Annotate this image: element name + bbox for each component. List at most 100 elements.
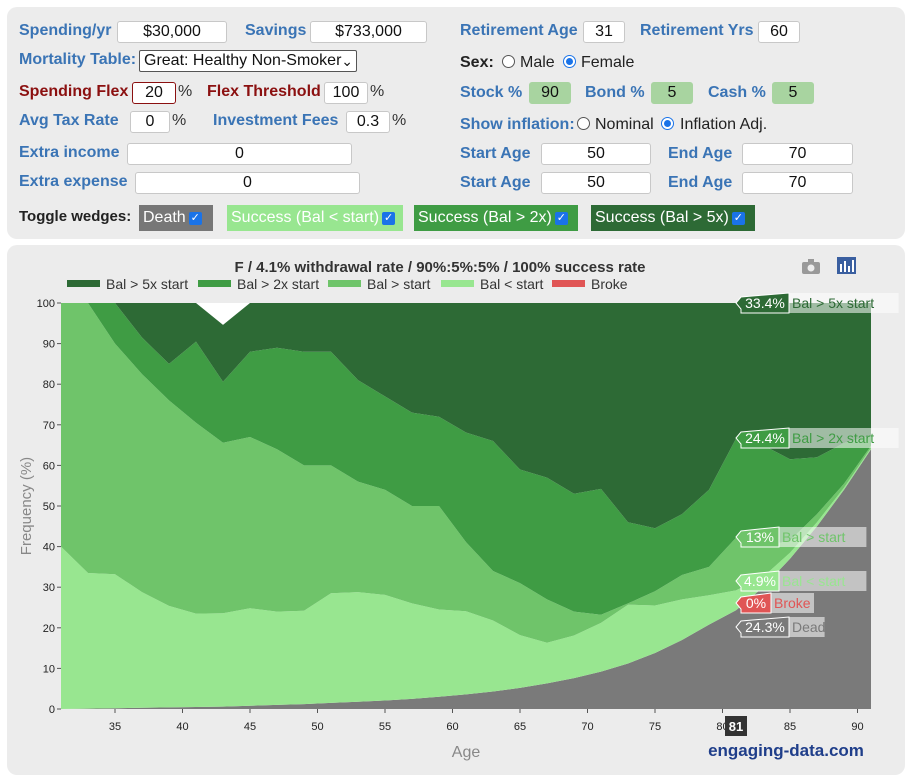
chart-areas xyxy=(61,303,871,709)
end-label-name: Bal > 2x start xyxy=(792,430,874,446)
toggle-success-gt5-label: Success (Bal > 5x) xyxy=(595,209,729,226)
x-tick-label: 55 xyxy=(379,721,391,733)
savings-input[interactable]: $733,000 xyxy=(310,21,427,43)
legend-swatch xyxy=(441,280,474,287)
y-tick-label: 90 xyxy=(43,339,55,351)
end-label-value: 24.3% xyxy=(745,619,785,635)
extra-income-input[interactable]: 0 xyxy=(127,143,352,165)
stock-label: Stock % xyxy=(460,84,523,101)
end-label-value: 0% xyxy=(746,595,766,611)
start-age-label-2: Start Age xyxy=(460,174,531,191)
toggle-wedges-label: Toggle wedges: xyxy=(19,208,132,225)
x-tick-label: 40 xyxy=(176,721,188,733)
end-label-name: Broke xyxy=(774,595,811,611)
end-label: 0% Broke xyxy=(735,592,814,614)
area-bal-gt-start xyxy=(61,303,871,643)
start-age-input-1[interactable]: 50 xyxy=(541,143,651,165)
spending-input[interactable]: $30,000 xyxy=(117,21,227,43)
sex-male-radio[interactable] xyxy=(502,55,515,68)
end-label: 4.9% Bal < start xyxy=(735,570,867,592)
retire-yrs-input[interactable]: 60 xyxy=(758,21,800,43)
extra-expense-input[interactable]: 0 xyxy=(135,172,360,194)
tax-percent: % xyxy=(172,112,187,129)
sex-label: Sex: xyxy=(460,54,494,71)
watermark: engaging-data.com xyxy=(708,741,864,760)
fees-input[interactable]: 0.3 xyxy=(346,111,390,133)
flex-input[interactable]: 20 xyxy=(132,82,176,104)
x-tick-label: 60 xyxy=(446,721,458,733)
y-tick-label: 0 xyxy=(49,704,55,716)
sex-male-label: Male xyxy=(520,54,555,71)
end-label-name: Bal > 5x start xyxy=(792,295,874,311)
x-highlight-label: 81 xyxy=(729,719,743,734)
area-bal-lt-start xyxy=(61,447,871,709)
mortality-value: Great: Healthy Non-Smoker xyxy=(144,52,342,69)
end-label-text-bg xyxy=(779,571,867,591)
sex-female-radio[interactable] xyxy=(563,55,576,68)
end-label-value: 24.4% xyxy=(745,430,785,446)
mortality-select[interactable]: Great: Healthy Non-Smoker ⌄ xyxy=(139,50,357,72)
start-age-label-1: Start Age xyxy=(460,145,531,162)
toggle-death[interactable]: Death ✓ xyxy=(139,205,213,231)
mortality-label: Mortality Table: xyxy=(19,51,137,68)
retire-age-label: Retirement Age xyxy=(460,22,578,39)
end-label: 33.4% Bal > 5x start xyxy=(735,292,899,314)
end-label-value: 4.9% xyxy=(744,573,776,589)
extra-income-label: Extra income xyxy=(19,144,120,161)
x-tick-label: 35 xyxy=(109,721,121,733)
toggle-success-gt5[interactable]: Success (Bal > 5x) ✓ xyxy=(591,205,755,231)
y-tick-label: 20 xyxy=(43,623,55,635)
end-label: 13% Bal > start xyxy=(735,526,867,548)
inflation-label: Show inflation: xyxy=(460,116,575,133)
inflation-adj-radio[interactable] xyxy=(661,117,674,130)
cash-input[interactable]: 5 xyxy=(772,82,814,104)
end-label-value: 13% xyxy=(746,529,774,545)
y-tick-label: 70 xyxy=(43,420,55,432)
checkbox-icon: ✓ xyxy=(382,212,396,225)
end-age-input-2[interactable]: 70 xyxy=(742,172,853,194)
end-label-text-bg xyxy=(789,293,899,313)
flex-label: Spending Flex xyxy=(19,83,129,100)
chevron-down-icon: ⌄ xyxy=(341,53,353,69)
x-tick-label: 45 xyxy=(244,721,256,733)
y-tick-label: 30 xyxy=(43,582,55,594)
inflation-nominal-radio[interactable] xyxy=(577,117,590,130)
fees-percent: % xyxy=(392,112,407,129)
y-axis-label: Frequency (%) xyxy=(18,457,35,555)
legend-swatch xyxy=(198,280,231,287)
end-label: 24.3% Dead xyxy=(735,616,825,638)
y-tick-label: 40 xyxy=(43,542,55,554)
end-label-name: Bal > start xyxy=(782,529,846,545)
x-tick-label: 75 xyxy=(649,721,661,733)
toggle-success-gt2[interactable]: Success (Bal > 2x) ✓ xyxy=(414,205,578,231)
retire-age-input[interactable]: 31 xyxy=(583,21,625,43)
threshold-input[interactable]: 100 xyxy=(324,82,368,104)
toggle-success-gt2-label: Success (Bal > 2x) xyxy=(418,209,552,226)
toggle-success-lt[interactable]: Success (Bal < start) ✓ xyxy=(227,205,403,231)
y-tick-label: 50 xyxy=(43,501,55,513)
bond-input[interactable]: 5 xyxy=(651,82,693,104)
legend-label: Bal > 2x start xyxy=(237,276,319,292)
tax-input[interactable]: 0 xyxy=(130,111,170,133)
end-age-label-1: End Age xyxy=(668,145,733,162)
chart-title: F / 4.1% withdrawal rate / 90%:5%:5% / 1… xyxy=(234,259,645,276)
extra-expense-label: Extra expense xyxy=(19,173,128,190)
toggle-death-label: Death xyxy=(143,209,186,226)
x-axis-label: Age xyxy=(452,744,481,761)
x-tick-label: 50 xyxy=(311,721,323,733)
toggle-success-lt-label: Success (Bal < start) xyxy=(231,209,380,226)
chart-end-labels: 33.4% Bal > 5x start 24.4% Bal > 2x start 13… xyxy=(735,292,899,638)
savings-label: Savings xyxy=(245,22,307,39)
end-label-text-bg xyxy=(779,527,867,547)
bar-chart-icon[interactable] xyxy=(837,257,856,274)
stock-input[interactable]: 90 xyxy=(529,82,571,104)
start-age-input-2[interactable]: 50 xyxy=(541,172,651,194)
tax-label: Avg Tax Rate xyxy=(19,112,119,129)
camera-icon[interactable] xyxy=(802,259,820,274)
end-label: 24.4% Bal > 2x start xyxy=(735,427,899,449)
checkbox-icon: ✓ xyxy=(188,212,202,225)
inflation-adj-label: Inflation Adj. xyxy=(680,116,768,133)
end-age-input-1[interactable]: 70 xyxy=(742,143,853,165)
sex-female-label: Female xyxy=(581,54,635,71)
